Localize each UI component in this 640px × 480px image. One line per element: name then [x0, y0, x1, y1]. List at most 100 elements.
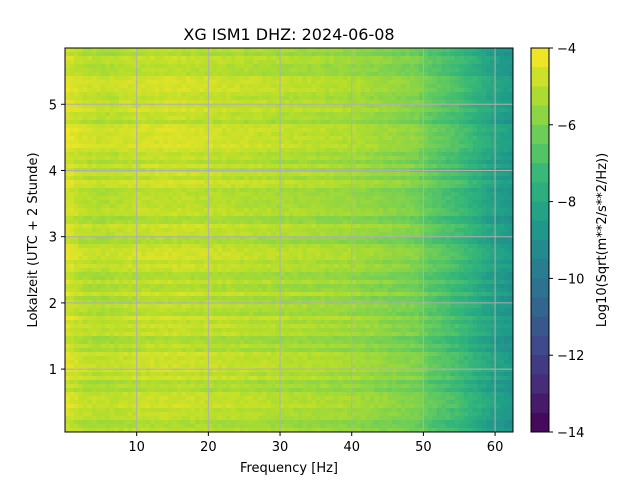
heatmap-cell [226, 184, 232, 189]
heatmap-cell [150, 92, 156, 97]
heatmap-cell [159, 96, 165, 101]
heatmap-cell [123, 204, 129, 209]
heatmap-cell [387, 140, 393, 145]
heatmap-cell [194, 176, 200, 181]
heatmap-cell [365, 76, 371, 81]
heatmap-cell [423, 176, 429, 181]
heatmap-cell [297, 80, 304, 85]
heatmap-cell [163, 60, 169, 65]
heatmap-cell [374, 132, 380, 137]
heatmap-cell [297, 176, 304, 181]
heatmap-cell [203, 52, 209, 57]
heatmap-cell [427, 160, 433, 165]
heatmap-cell [208, 52, 214, 57]
heatmap-cell [163, 244, 169, 249]
heatmap-cell [387, 88, 393, 93]
heatmap-cell [333, 176, 339, 181]
heatmap-cell [123, 176, 129, 181]
heatmap-cell [499, 192, 505, 197]
heatmap-cell [504, 72, 510, 77]
heatmap-cell [392, 184, 398, 189]
heatmap-cell [342, 176, 348, 181]
heatmap-cell [145, 56, 151, 61]
heatmap-cell [221, 192, 227, 197]
heatmap-cell [365, 212, 371, 217]
heatmap-cell [262, 120, 268, 125]
heatmap-cell [100, 108, 106, 113]
heatmap-cell [253, 220, 259, 225]
heatmap-cell [392, 180, 398, 185]
heatmap-cell [378, 208, 384, 213]
heatmap-cell [481, 212, 487, 217]
heatmap-cell [230, 96, 236, 101]
heatmap-cell [239, 220, 245, 225]
heatmap-cell [383, 148, 389, 153]
heatmap-cell [383, 140, 389, 145]
heatmap-cell [127, 164, 133, 169]
heatmap-cell [87, 204, 93, 209]
heatmap-cell [271, 60, 277, 65]
heatmap-cell [154, 64, 160, 69]
heatmap-cell [65, 180, 71, 185]
heatmap-cell [486, 216, 492, 221]
heatmap-cell [508, 116, 513, 121]
heatmap-cell [504, 184, 510, 189]
heatmap-cell [82, 140, 88, 145]
heatmap-cell [477, 88, 483, 93]
heatmap-cell [477, 180, 483, 185]
heatmap-cell [65, 228, 71, 233]
heatmap-cell [423, 232, 429, 237]
heatmap-cell [396, 200, 402, 205]
heatmap-cell [91, 228, 97, 233]
heatmap-cell [181, 124, 187, 129]
heatmap-cell [490, 216, 496, 221]
heatmap-cell [387, 160, 393, 165]
heatmap-cell [235, 100, 241, 105]
heatmap-cell [418, 188, 424, 193]
heatmap-cell [369, 152, 375, 157]
heatmap-cell [190, 224, 196, 229]
heatmap-cell [172, 208, 178, 213]
heatmap-cell [190, 88, 196, 93]
heatmap-cell [262, 180, 268, 185]
heatmap-cell [203, 144, 209, 149]
heatmap-cell [347, 208, 353, 213]
heatmap-cell [78, 160, 84, 165]
heatmap-cell [311, 136, 317, 141]
heatmap-cell [199, 48, 205, 53]
heatmap-cell [490, 132, 496, 137]
heatmap-cell [239, 200, 245, 205]
heatmap-cell [405, 200, 411, 205]
heatmap-cell [230, 60, 236, 65]
heatmap-cell [365, 228, 371, 233]
heatmap-cell [271, 148, 277, 153]
heatmap-cell [401, 96, 407, 101]
heatmap-cell [401, 116, 407, 121]
heatmap-cell [136, 64, 142, 69]
heatmap-cell [127, 100, 133, 105]
heatmap-cell [495, 240, 501, 245]
heatmap-cell [463, 112, 469, 117]
heatmap-cell [253, 72, 259, 77]
heatmap-cell [141, 124, 147, 129]
heatmap-cell [302, 204, 308, 209]
heatmap-cell [356, 232, 362, 237]
heatmap-cell [136, 228, 142, 233]
heatmap-cell [194, 188, 200, 193]
heatmap-cell [356, 208, 362, 213]
heatmap-cell [244, 236, 250, 241]
heatmap-cell [396, 220, 402, 225]
heatmap-cell [432, 236, 438, 241]
heatmap-cell [105, 116, 111, 121]
heatmap-cell [217, 60, 223, 65]
heatmap-cell [203, 96, 209, 101]
heatmap-cell [154, 100, 160, 105]
heatmap-cell [396, 204, 402, 209]
heatmap-cell [369, 212, 375, 217]
heatmap-cell [105, 164, 111, 169]
heatmap-cell [118, 156, 124, 161]
heatmap-cell [217, 232, 223, 237]
heatmap-cell [409, 88, 416, 93]
heatmap-cell [82, 60, 88, 65]
heatmap-cell [383, 72, 389, 77]
